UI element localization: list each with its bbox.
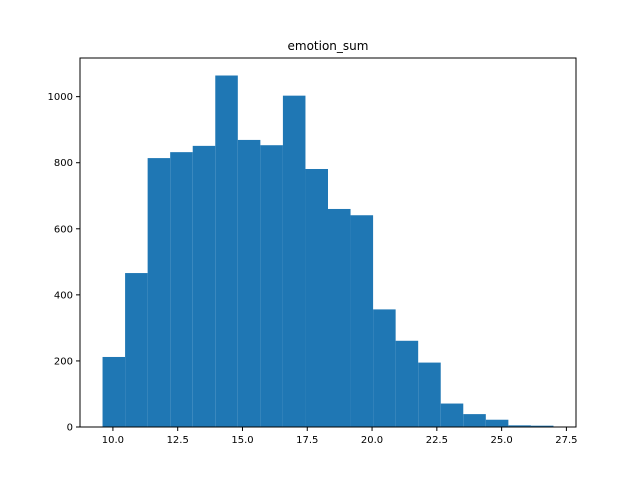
histogram-bar [192,145,216,428]
histogram-bar [305,168,328,427]
histogram-bar [260,145,283,428]
histogram-bar [170,152,193,427]
x-tick-label: 17.5 [296,435,318,446]
plot-frame [79,57,577,428]
histogram-bar [418,362,441,427]
histogram-bar [237,139,261,428]
chart-title: emotion_sum [288,39,369,53]
histogram-bar [395,340,419,427]
histogram-bar [147,158,171,427]
x-tick-label: 12.5 [167,435,189,446]
histogram-bar [328,208,351,427]
histogram-bar [373,309,396,427]
histogram-bar [440,403,464,427]
x-tick-label: 27.5 [555,435,577,446]
y-tick-label: 1000 [48,92,73,103]
histogram-bar [508,425,531,427]
bars-group [102,75,554,428]
histogram-bar [102,356,126,427]
histogram-bar [463,414,486,427]
histogram-bar [530,425,554,427]
x-tick-label: 20.0 [361,435,383,446]
y-tick-label: 800 [54,158,73,169]
y-tick-label: 0 [67,423,73,434]
histogram-bar [350,215,374,427]
histogram-bar [485,419,509,427]
x-tick-label: 22.5 [426,435,448,446]
histogram-bar [282,95,306,428]
x-tick-label: 25.0 [490,435,512,446]
y-tick-label: 200 [54,356,73,367]
x-tick-label: 10.0 [102,435,124,446]
x-axis-ticks: 10.0 12.5 15.0 17.5 20.0 22.5 25.0 27.5 [102,427,578,446]
histogram-bar [125,273,148,427]
histogram-bar [215,75,238,427]
y-axis-ticks: 0 200 400 600 800 1000 [48,92,80,434]
y-tick-label: 400 [54,290,73,301]
y-tick-label: 600 [54,224,73,235]
x-tick-label: 15.0 [231,435,253,446]
